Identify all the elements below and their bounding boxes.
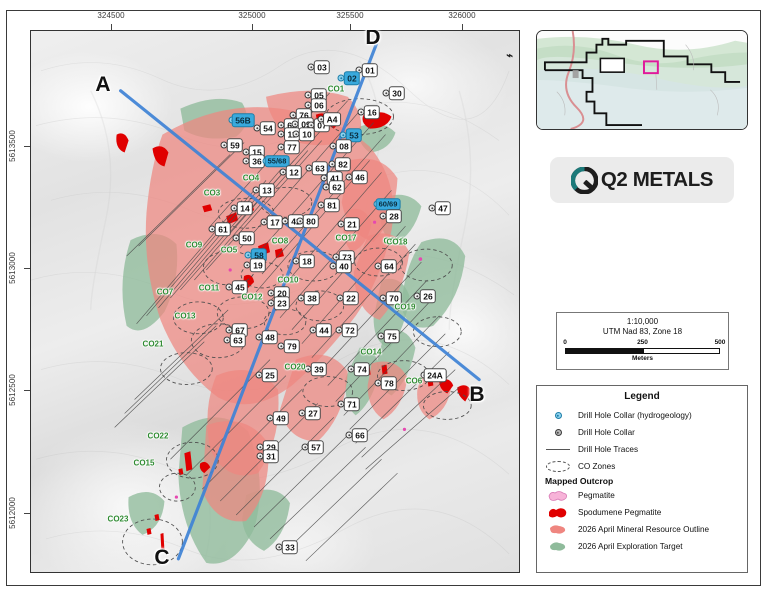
- trace-line-icon: [545, 442, 571, 457]
- legend-label: 2026 April Exploration Target: [578, 542, 683, 551]
- collar-hydro-icon: [545, 408, 571, 423]
- x-axis-tick: [252, 24, 253, 30]
- logo-text: Q2 METALS: [600, 168, 714, 191]
- legend-heading-mapped-outcrop: Mapped Outcrop: [545, 476, 614, 486]
- y-axis-tick-label: 5612000: [8, 497, 17, 529]
- q2-logo-mark-icon: [570, 165, 599, 195]
- legend-title: Legend: [624, 391, 660, 402]
- y-axis-tick-label: 5612500: [8, 374, 17, 406]
- legend-item-spodumene-pegmatite: Spodumene Pegmatite: [545, 504, 739, 521]
- company-logo: Q2 METALS: [550, 157, 734, 203]
- legend-item-drill-hole-collar: Drill Hole Collar: [545, 424, 739, 441]
- y-axis-tick: [24, 513, 30, 514]
- legend-label: Drill Hole Collar: [578, 428, 635, 437]
- scale-datum: UTM Nad 83, Zone 18: [602, 327, 683, 336]
- legend-label: Drill Hole Traces: [578, 445, 639, 454]
- x-axis-tick-label: 324500: [97, 11, 125, 20]
- scale-tick-label: 500: [714, 339, 726, 346]
- x-axis-tick: [111, 24, 112, 30]
- x-axis-tick-label: 325500: [336, 11, 364, 20]
- scale-units: Meters: [632, 355, 653, 362]
- collar-icon: [545, 425, 571, 440]
- legend-item-drill-hole-traces: Drill Hole Traces: [545, 441, 739, 458]
- x-axis-tick: [462, 24, 463, 30]
- property-location-inset[interactable]: [536, 30, 748, 130]
- main-map[interactable]: ⌁: [30, 30, 520, 573]
- y-axis-tick-label: 5613000: [8, 252, 17, 284]
- x-axis-tick: [350, 24, 351, 30]
- co-zone-icon: [545, 459, 571, 474]
- y-axis-tick-label: 5613500: [8, 130, 17, 162]
- north-arrow-icon: ⌁: [506, 50, 513, 62]
- pegmatite-swatch-icon: [545, 488, 571, 503]
- legend-item-drill-hole-collar-hydro: Drill Hole Collar (hydrogeology): [545, 407, 739, 424]
- legend-item-resource-outline: 2026 April Mineral Resource Outline: [545, 521, 739, 538]
- y-axis-tick: [24, 268, 30, 269]
- legend-panel: Legend Drill Hole Collar (hydrogeology) …: [536, 385, 748, 573]
- scale-tick-label: 0: [563, 339, 567, 346]
- y-axis-tick: [24, 146, 30, 147]
- legend-item-exploration-target: 2026 April Exploration Target: [545, 538, 739, 555]
- scale-tick-label: 250: [637, 339, 648, 346]
- geology-polygons: [114, 39, 481, 566]
- exploration-swatch-icon: [545, 539, 571, 554]
- scale-bar-graphic: [565, 348, 720, 354]
- legend-label: Pegmatite: [578, 491, 615, 500]
- y-axis-tick: [24, 390, 30, 391]
- legend-label: 2026 April Mineral Resource Outline: [578, 525, 710, 534]
- legend-label: CO Zones: [578, 462, 616, 471]
- legend-label: Drill Hole Collar (hydrogeology): [578, 411, 692, 420]
- legend-item-co-zones: CO Zones: [545, 458, 739, 475]
- resource-swatch-icon: [545, 522, 571, 537]
- legend-item-pegmatite: Pegmatite: [545, 487, 739, 504]
- legend-label: Spodumene Pegmatite: [578, 508, 662, 517]
- scale-ratio: 1:10,000: [626, 317, 659, 326]
- x-axis-tick-label: 326000: [448, 11, 476, 20]
- scale-tick-labels: 0 250 500: [563, 339, 725, 348]
- scale-bar-panel: 1:10,000 UTM Nad 83, Zone 18 0 250 500 Met…: [556, 312, 729, 370]
- spodumene-swatch-icon: [545, 505, 571, 520]
- x-axis-tick-label: 325000: [238, 11, 266, 20]
